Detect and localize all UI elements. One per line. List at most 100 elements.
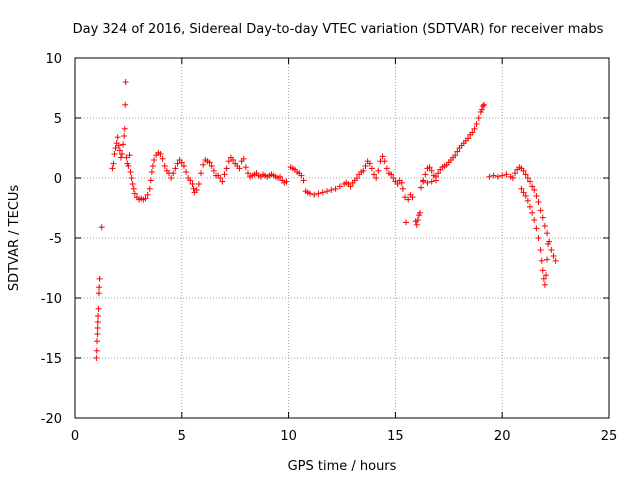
data-point: [193, 187, 200, 193]
data-point: [362, 163, 369, 169]
data-point: [298, 172, 305, 179]
data-point: [452, 152, 459, 159]
data-point: [170, 170, 177, 177]
data-point: [94, 325, 101, 331]
data-point: [503, 171, 510, 178]
data-point: [236, 165, 243, 172]
data-point: [347, 183, 354, 190]
data-point: [126, 152, 133, 159]
data-point: [180, 163, 187, 169]
data-point: [454, 148, 461, 155]
data-point: [96, 284, 103, 291]
data-point: [283, 178, 290, 185]
data-point: [360, 167, 367, 174]
data-point: [539, 267, 546, 274]
x-tick-label: 25: [601, 429, 618, 444]
data-point: [121, 133, 128, 139]
data-point: [94, 319, 101, 325]
data-point: [208, 163, 215, 169]
data-point: [93, 347, 100, 354]
data-point: [332, 185, 339, 192]
data-point: [545, 241, 552, 247]
data-point: [206, 159, 213, 166]
data-point: [98, 224, 105, 231]
data-point: [494, 173, 501, 180]
data-point: [219, 178, 226, 185]
data-point: [520, 167, 527, 174]
data-point: [94, 338, 101, 345]
data-point: [540, 275, 547, 282]
data-point: [319, 189, 326, 196]
data-point: [416, 209, 423, 216]
data-point: [469, 129, 476, 136]
data-point: [144, 191, 151, 198]
data-point: [200, 161, 207, 168]
data-point: [529, 209, 536, 216]
data-point: [512, 170, 519, 177]
x-tick-label: 5: [178, 429, 186, 444]
data-point: [221, 171, 228, 178]
data-point: [422, 171, 429, 178]
data-point: [315, 190, 322, 197]
data-point: [522, 193, 529, 199]
data-point: [336, 183, 343, 190]
data-point: [195, 181, 202, 187]
data-point: [414, 217, 421, 223]
data-point: [537, 207, 544, 214]
data-point: [541, 223, 548, 229]
data-point: [541, 281, 548, 288]
data-point: [481, 101, 488, 108]
data-point: [544, 230, 551, 237]
data-point: [499, 172, 506, 179]
axis-ticks: 0 5 10 15 20 25 -20 -15 -10 -5 0 5 10: [41, 52, 618, 444]
data-point: [544, 256, 551, 263]
data-point: [426, 164, 433, 171]
data-point: [95, 305, 102, 312]
data-point: [402, 194, 409, 201]
data-point: [529, 183, 536, 190]
data-point: [146, 185, 153, 192]
y-tick-label: -5: [49, 232, 62, 247]
data-point: [552, 257, 559, 264]
data-point: [111, 151, 118, 157]
data-point: [112, 145, 119, 151]
data-point: [127, 169, 134, 175]
x-axis-label: GPS time / hours: [288, 459, 397, 474]
data-point: [531, 217, 538, 223]
data-point: [311, 191, 318, 198]
grid-lines: [75, 58, 609, 418]
data-point: [300, 177, 307, 184]
data-point: [524, 197, 531, 204]
data-point: [189, 181, 196, 187]
data-point: [240, 155, 247, 162]
data-point: [535, 199, 542, 205]
data-point: [130, 185, 137, 192]
data-point: [432, 177, 439, 184]
data-point: [537, 247, 544, 253]
data-points: [93, 79, 559, 361]
data-point: [210, 167, 217, 174]
data-point: [328, 187, 335, 193]
data-point: [121, 125, 128, 132]
y-tick-label: 0: [54, 172, 62, 187]
data-point: [420, 177, 427, 184]
data-point: [116, 147, 123, 154]
data-point: [375, 167, 382, 174]
data-point: [168, 175, 175, 181]
data-point: [142, 195, 149, 202]
data-point: [413, 221, 420, 228]
data-point: [398, 179, 405, 186]
data-point: [149, 163, 156, 169]
y-tick-label: 5: [54, 112, 62, 127]
data-point: [518, 185, 525, 192]
data-point: [381, 158, 388, 165]
data-point: [490, 172, 497, 179]
data-point: [399, 185, 406, 192]
data-point: [96, 275, 103, 282]
data-point: [428, 178, 435, 185]
data-point: [405, 196, 412, 203]
data-point: [473, 121, 480, 127]
data-point: [118, 151, 125, 157]
data-point: [122, 101, 129, 108]
data-point: [110, 160, 117, 167]
